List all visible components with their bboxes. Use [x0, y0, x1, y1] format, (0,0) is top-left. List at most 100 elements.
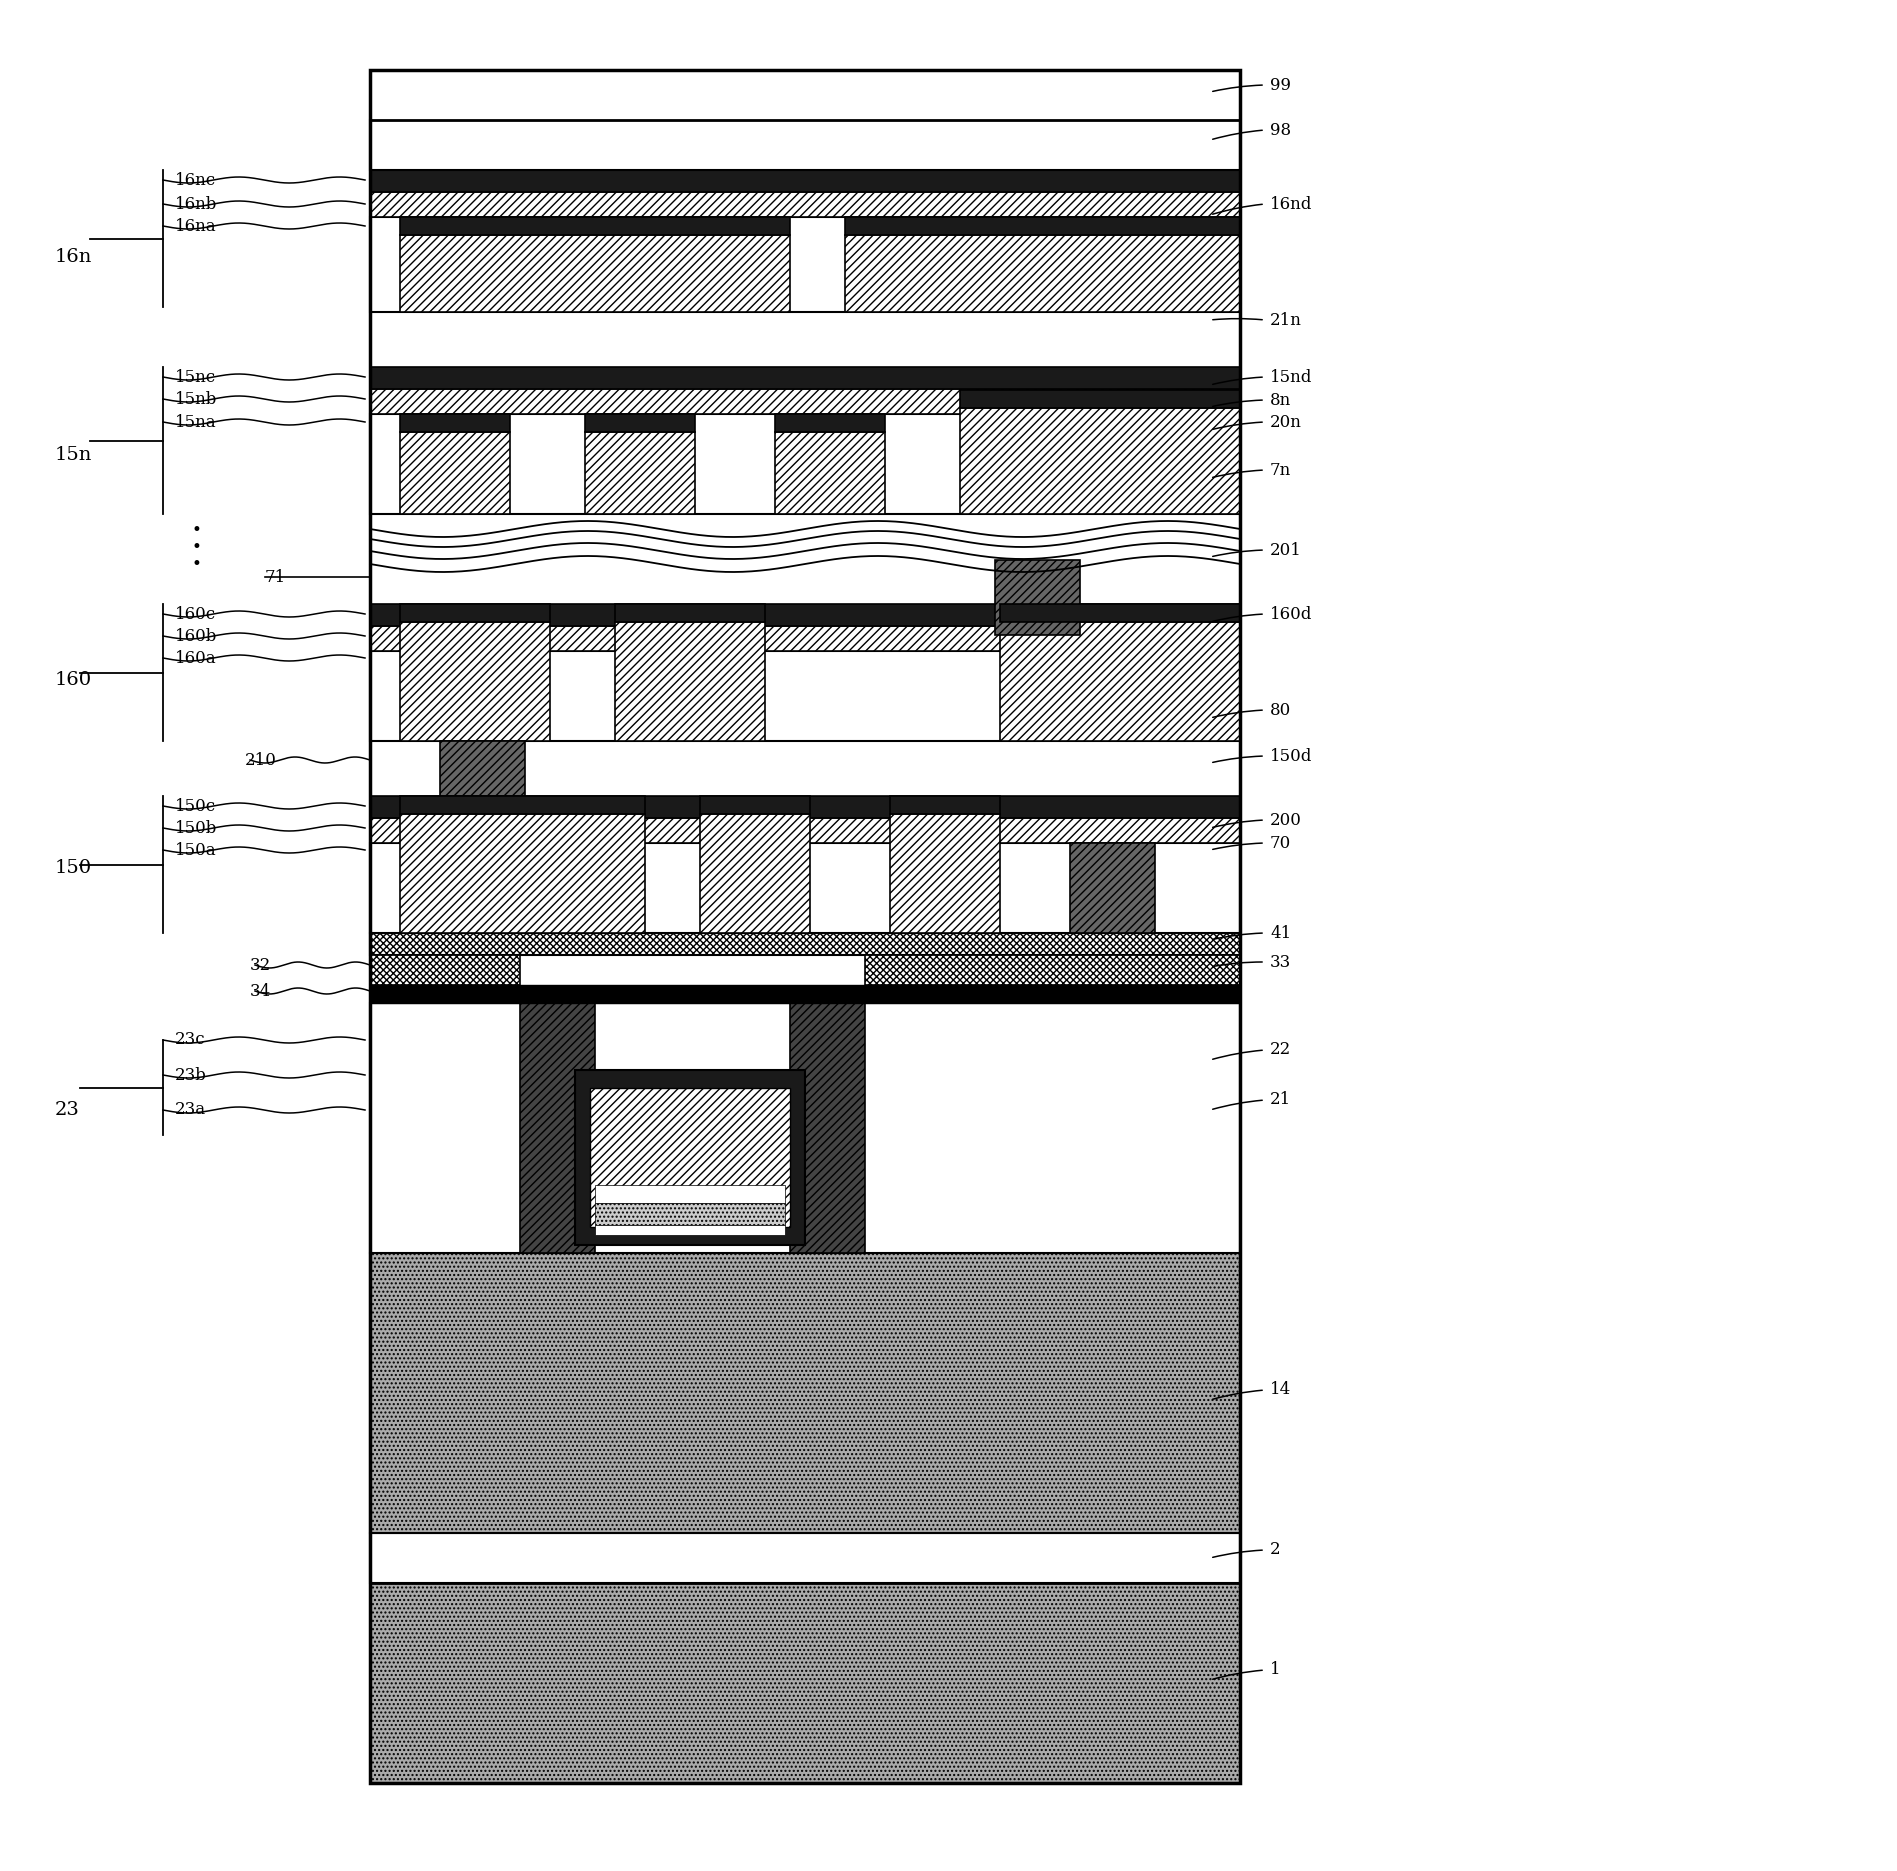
Bar [996, 559, 1079, 634]
Text: 20n: 20n [1269, 413, 1301, 430]
Bar [575, 1070, 804, 1244]
Text: 160c: 160c [175, 606, 216, 623]
Bar [370, 1532, 1241, 1583]
Bar [370, 604, 1241, 627]
Text: 99: 99 [1269, 77, 1292, 94]
Text: 150: 150 [55, 859, 93, 877]
Text: 15na: 15na [175, 413, 216, 430]
Bar [1000, 604, 1241, 621]
Text: 15nc: 15nc [175, 369, 216, 385]
Text: 16na: 16na [175, 217, 216, 234]
Bar [370, 217, 1241, 312]
Bar [370, 413, 1241, 515]
Bar [370, 984, 1241, 1003]
Bar [615, 621, 764, 741]
Text: 1: 1 [1269, 1661, 1280, 1678]
Text: 160a: 160a [175, 649, 216, 666]
Text: •: • [192, 556, 201, 573]
Text: •: • [192, 539, 201, 556]
Bar [400, 236, 789, 312]
Bar [400, 432, 510, 515]
Bar [400, 621, 550, 741]
Bar [1000, 621, 1241, 741]
Text: 33: 33 [1269, 954, 1292, 971]
Text: 41: 41 [1269, 924, 1292, 941]
Bar [844, 217, 1241, 236]
Bar [400, 413, 510, 432]
Bar [370, 1003, 1241, 1254]
Text: 160b: 160b [175, 627, 218, 644]
Bar [370, 170, 1241, 193]
Bar [370, 1254, 1241, 1532]
Bar [865, 954, 1241, 984]
Text: 14: 14 [1269, 1381, 1292, 1398]
Bar [370, 389, 1241, 413]
Bar [584, 413, 694, 432]
Bar [776, 413, 886, 432]
Text: 16nb: 16nb [175, 195, 218, 213]
Text: 7n: 7n [1269, 462, 1292, 479]
Text: 8n: 8n [1269, 391, 1292, 408]
Bar [400, 814, 645, 934]
Bar [700, 795, 810, 814]
Bar [370, 627, 1241, 651]
Text: 23a: 23a [175, 1102, 207, 1119]
Text: 160d: 160d [1269, 606, 1313, 623]
Bar [596, 1226, 785, 1235]
Bar [400, 217, 789, 236]
Bar [370, 844, 1241, 934]
Bar [596, 1203, 785, 1226]
Text: 150a: 150a [175, 842, 216, 859]
Bar [400, 604, 550, 621]
Bar [520, 1003, 596, 1254]
Text: •: • [192, 522, 201, 539]
Bar [370, 795, 1241, 818]
Bar [596, 1184, 785, 1203]
Bar [890, 814, 1000, 934]
Text: 15nd: 15nd [1269, 369, 1313, 385]
Text: 16n: 16n [55, 249, 93, 266]
Text: 160: 160 [55, 672, 93, 689]
Text: 201: 201 [1269, 541, 1301, 559]
Text: 150c: 150c [175, 797, 216, 814]
Text: 34: 34 [250, 982, 271, 999]
Text: 71: 71 [266, 569, 286, 586]
Bar [960, 408, 1241, 515]
Bar [789, 1003, 865, 1254]
Text: 23: 23 [55, 1100, 80, 1119]
Text: 80: 80 [1269, 702, 1292, 718]
Text: 70: 70 [1269, 834, 1292, 851]
Text: 200: 200 [1269, 812, 1301, 829]
Bar [370, 69, 1241, 120]
Bar [370, 934, 1241, 954]
Text: 15n: 15n [55, 445, 93, 464]
Bar [370, 193, 1241, 217]
Bar [700, 814, 810, 934]
Bar [844, 236, 1241, 312]
Bar [370, 120, 1241, 170]
Text: 150d: 150d [1269, 748, 1313, 765]
Text: 32: 32 [250, 956, 271, 973]
Bar [776, 432, 886, 515]
Text: 23b: 23b [175, 1066, 207, 1083]
Bar [440, 741, 525, 795]
Text: 98: 98 [1269, 122, 1292, 138]
Bar [370, 69, 1241, 1783]
Text: 15nb: 15nb [175, 391, 218, 408]
Text: 2: 2 [1269, 1542, 1280, 1559]
Text: 16nc: 16nc [175, 172, 216, 189]
Bar [890, 795, 1000, 814]
Text: 22: 22 [1269, 1042, 1292, 1059]
Text: 21: 21 [1269, 1091, 1292, 1108]
Bar [370, 818, 1241, 844]
Text: 210: 210 [245, 752, 277, 769]
Bar [370, 651, 1241, 741]
Text: 150b: 150b [175, 819, 218, 836]
Bar [584, 432, 694, 515]
Bar [590, 1089, 789, 1227]
Bar [400, 795, 645, 814]
Bar [370, 1583, 1241, 1783]
Bar [960, 389, 1241, 408]
Text: 21n: 21n [1269, 311, 1301, 329]
Text: 23c: 23c [175, 1031, 205, 1048]
